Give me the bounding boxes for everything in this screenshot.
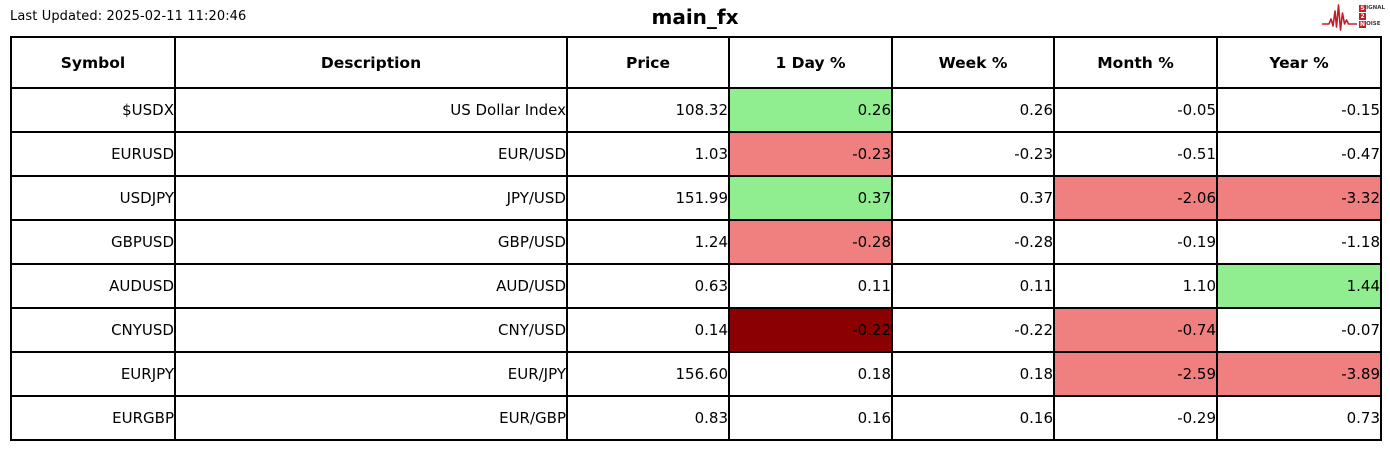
cell-price: 151.99 — [566, 175, 730, 221]
cell-week-pct: -0.22 — [891, 307, 1055, 353]
table-row-usdjpy: USDJPY JPY/USD 151.99 0.37 0.37 -2.06 -3.32 — [10, 175, 1382, 221]
cell-week-pct: 0.37 — [891, 175, 1055, 221]
cell-price: 0.63 — [566, 263, 730, 309]
table-row-usdx: $USDX US Dollar Index 108.32 0.26 0.26 -0.05-… — [10, 87, 1382, 133]
table-row-cnyusd: CNYUSD CNY/USD 0.14 -0.22 -0.22 -0.74 -0.07 — [10, 307, 1382, 353]
cell-week-pct: -0.23 — [891, 131, 1055, 177]
table-row-gbpusd: GBPUSD GBP/USD 1.24 -0.28 -0.28 -0.19 -1.18 — [10, 219, 1382, 265]
cell-month-pct: -2.59 — [1053, 351, 1218, 397]
cell-description: AUD/USD — [174, 263, 568, 309]
signal2noise-logo: S IGNAL 2 N OISE — [1322, 1, 1385, 31]
logo-rest-oise: OISE — [1366, 21, 1381, 27]
cell-month-pct: -0.05 — [1053, 87, 1218, 133]
logo-badge-2: 2 — [1359, 12, 1367, 20]
logo-badge-s: S — [1359, 4, 1367, 12]
cell-week-pct: 0.18 — [891, 351, 1055, 397]
cell-month-pct: -0.19 — [1053, 219, 1218, 265]
logo-line-2: 2 — [1359, 12, 1385, 20]
cell-description: JPY/USD — [174, 175, 568, 221]
logo-rest-ignal: IGNAL — [1366, 5, 1385, 11]
cell-1-day-pct: 0.16 — [728, 395, 893, 441]
cell-description: US Dollar Index — [174, 87, 568, 133]
logo-line-noise: N OISE — [1359, 20, 1385, 28]
cell-price: 1.24 — [566, 219, 730, 265]
cell-1-day-pct: 0.37 — [728, 175, 893, 221]
cell-week-pct: -0.28 — [891, 219, 1055, 265]
cell-symbol: CNYUSD — [10, 307, 176, 353]
cell-1-day-pct: 0.11 — [728, 263, 893, 309]
cell-year-pct: -0.15 — [1216, 87, 1382, 133]
cell-description: GBP/USD — [174, 219, 568, 265]
cell-year-pct: -3.89 — [1216, 351, 1382, 397]
cell-symbol: EURJPY — [10, 351, 176, 397]
logo-badge-n: N — [1359, 20, 1367, 28]
cell-year-pct: -0.47 — [1216, 131, 1382, 177]
cell-description: CNY/USD — [174, 307, 568, 353]
cell-1-day-pct: -0.22 — [728, 307, 893, 353]
cell-year-pct: -3.32 — [1216, 175, 1382, 221]
logo-line-signal: S IGNAL — [1359, 4, 1385, 12]
logo-text: S IGNAL 2 N OISE — [1359, 4, 1385, 28]
cell-week-pct: 0.16 — [891, 395, 1055, 441]
cell-month-pct: -0.74 — [1053, 307, 1218, 353]
cell-description: EUR/JPY — [174, 351, 568, 397]
cell-1-day-pct: 0.18 — [728, 351, 893, 397]
cell-year-pct: 1.44 — [1216, 263, 1382, 309]
column-header-week-pct: Week % — [891, 36, 1055, 89]
cell-month-pct: -0.29 — [1053, 395, 1218, 441]
cell-1-day-pct: -0.23 — [728, 131, 893, 177]
cell-month-pct: -2.06 — [1053, 175, 1218, 221]
cell-symbol: AUDUSD — [10, 263, 176, 309]
cell-year-pct: 0.73 — [1216, 395, 1382, 441]
column-header-price: Price — [566, 36, 730, 89]
cell-symbol: $USDX — [10, 87, 176, 133]
cell-price: 108.32 — [566, 87, 730, 133]
cell-1-day-pct: 0.26 — [728, 87, 893, 133]
cell-symbol: EURGBP — [10, 395, 176, 441]
cell-year-pct: -0.07 — [1216, 307, 1382, 353]
cell-1-day-pct: -0.28 — [728, 219, 893, 265]
fx-table: Symbol Description Price 1 Day % Week % Month… — [10, 36, 1382, 441]
cell-symbol: GBPUSD — [10, 219, 176, 265]
waveform-icon — [1322, 4, 1358, 31]
page-title: main_fx — [651, 5, 739, 29]
cell-month-pct: 1.10 — [1053, 263, 1218, 309]
cell-description: EUR/GBP — [174, 395, 568, 441]
table-row-audusd: AUDUSD AUD/USD 0.63 0.11 0.11 1.10 1.44 — [10, 263, 1382, 309]
cell-symbol: USDJPY — [10, 175, 176, 221]
column-header-symbol: Symbol — [10, 36, 176, 89]
cell-week-pct: 0.26 — [891, 87, 1055, 133]
table-row-eurjpy: EURJPY EUR/JPY 156.60 0.18 0.18 -2.59 -3.89 — [10, 351, 1382, 397]
cell-price: 0.83 — [566, 395, 730, 441]
cell-price: 0.14 — [566, 307, 730, 353]
table-header-row: Symbol Description Price 1 Day % Week % Month… — [10, 36, 1382, 89]
cell-week-pct: 0.11 — [891, 263, 1055, 309]
table-row-eurusd: EURUSD EUR/USD 1.03 -0.23 -0.23 -0.51 -0.47 — [10, 131, 1382, 177]
fx-dashboard: Last Updated: 2025-02-11 11:20:46 main_f… — [0, 0, 1390, 441]
cell-description: EUR/USD — [174, 131, 568, 177]
cell-year-pct: -1.18 — [1216, 219, 1382, 265]
table-row-eurgbp: EURGBP EUR/GBP 0.83 0.16 0.16 -0.29 0.73 — [10, 395, 1382, 441]
column-header-description: Description — [174, 36, 568, 89]
column-header-1-day-pct: 1 Day % — [728, 36, 893, 89]
top-bar: Last Updated: 2025-02-11 11:20:46 main_f… — [0, 0, 1390, 36]
cell-price: 156.60 — [566, 351, 730, 397]
column-header-month-pct: Month % — [1053, 36, 1218, 89]
table-body: $USDX US Dollar Index 108.32 0.26 0.26 -0.05-… — [10, 87, 1382, 441]
cell-symbol: EURUSD — [10, 131, 176, 177]
column-header-year-pct: Year % — [1216, 36, 1382, 89]
last-updated-label: Last Updated: 2025-02-11 11:20:46 — [10, 9, 247, 24]
cell-price: 1.03 — [566, 131, 730, 177]
cell-month-pct: -0.51 — [1053, 131, 1218, 177]
